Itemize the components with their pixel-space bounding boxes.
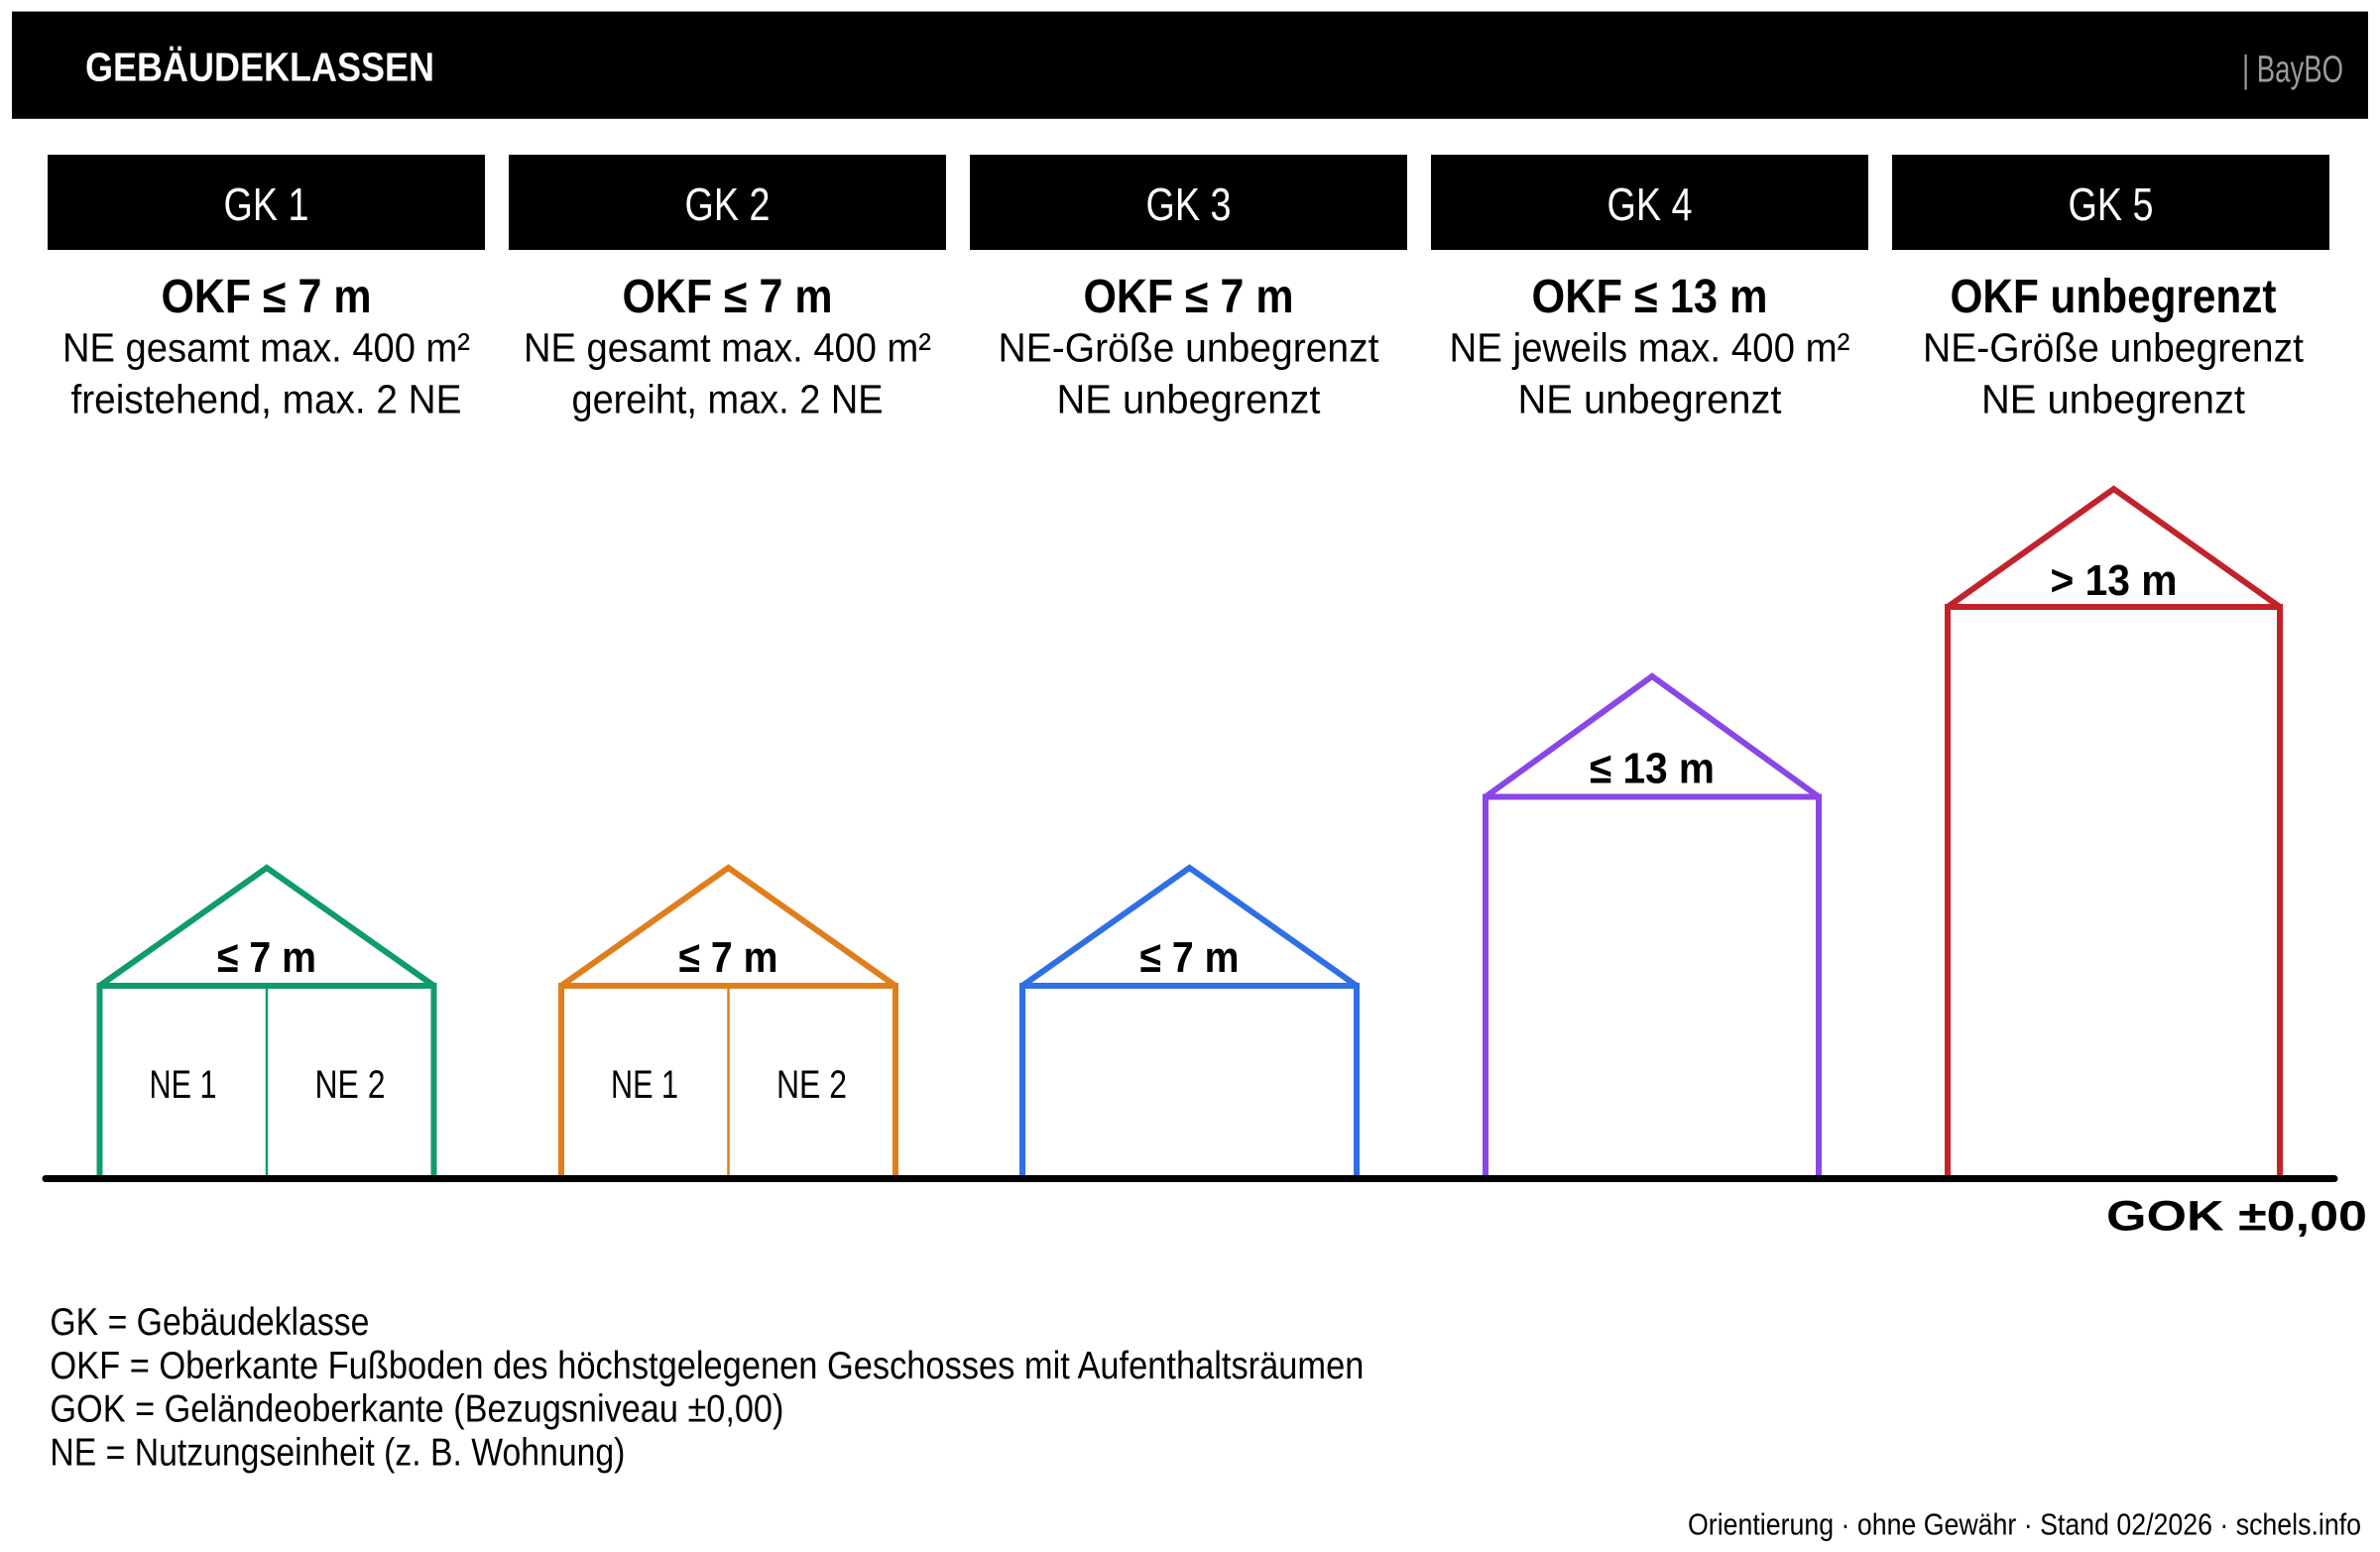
svg-text:OKF ≤ 7 m: OKF ≤ 7 m	[162, 271, 372, 323]
svg-text:NE unbegrenzt: NE unbegrenzt	[1981, 377, 2246, 422]
svg-text:NE-Größe unbegrenzt: NE-Größe unbegrenzt	[999, 325, 1380, 371]
svg-text:gereiht, max. 2 NE: gereiht, max. 2 NE	[572, 377, 884, 422]
svg-text:GK 1: GK 1	[224, 179, 309, 230]
svg-text:GOK ±0,00: GOK ±0,00	[2106, 1193, 2367, 1241]
svg-text:Orientierung · ohne Gewähr · S: Orientierung · ohne Gewähr · Stand 02/20…	[1688, 1507, 2361, 1542]
svg-text:NE gesamt max. 400 m²: NE gesamt max. 400 m²	[62, 325, 470, 371]
svg-text:≤ 7 m: ≤ 7 m	[679, 933, 778, 982]
svg-text:OKF unbegrenzt: OKF unbegrenzt	[1951, 271, 2277, 323]
svg-text:≤ 7 m: ≤ 7 m	[217, 933, 316, 982]
svg-text:NE jeweils max. 400 m²: NE jeweils max. 400 m²	[1450, 325, 1850, 371]
svg-text:OKF = Oberkante Fußboden des h: OKF = Oberkante Fußboden des höchstgeleg…	[50, 1345, 1364, 1387]
svg-text:GK 3: GK 3	[1146, 179, 1232, 230]
svg-text:≤ 13 m: ≤ 13 m	[1590, 745, 1715, 793]
svg-text:GOK = Geländeoberkante (Bezugs: GOK = Geländeoberkante (Bezugsniveau ±0,…	[50, 1388, 783, 1431]
svg-text:| BayBO: | BayBO	[2242, 50, 2343, 91]
svg-text:NE = Nutzungseinheit (z. B. Wo: NE = Nutzungseinheit (z. B. Wohnung)	[50, 1432, 625, 1475]
svg-text:GK 4: GK 4	[1607, 179, 1693, 230]
svg-text:NE-Größe unbegrenzt: NE-Größe unbegrenzt	[1923, 325, 2305, 371]
svg-text:OKF ≤ 7 m: OKF ≤ 7 m	[623, 271, 833, 323]
svg-text:NE 1: NE 1	[150, 1063, 217, 1107]
svg-text:OKF ≤ 7 m: OKF ≤ 7 m	[1084, 271, 1294, 323]
svg-text:NE unbegrenzt: NE unbegrenzt	[1057, 377, 1322, 422]
svg-text:OKF ≤ 13 m: OKF ≤ 13 m	[1532, 271, 1768, 323]
svg-text:GK 2: GK 2	[685, 179, 771, 230]
svg-text:GK = Gebäudeklasse: GK = Gebäudeklasse	[50, 1301, 369, 1344]
svg-text:NE 1: NE 1	[611, 1063, 678, 1107]
svg-text:NE 2: NE 2	[776, 1063, 847, 1107]
svg-text:≤ 7 m: ≤ 7 m	[1140, 933, 1240, 982]
svg-text:NE 2: NE 2	[315, 1063, 386, 1107]
svg-text:NE unbegrenzt: NE unbegrenzt	[1518, 377, 1783, 422]
svg-text:> 13 m: > 13 m	[2051, 556, 2178, 605]
svg-text:GK 5: GK 5	[2069, 179, 2154, 230]
svg-text:GEBÄUDEKLASSEN: GEBÄUDEKLASSEN	[85, 45, 434, 90]
svg-text:NE gesamt max. 400 m²: NE gesamt max. 400 m²	[524, 325, 931, 371]
svg-text:freistehend, max. 2 NE: freistehend, max. 2 NE	[71, 377, 462, 422]
